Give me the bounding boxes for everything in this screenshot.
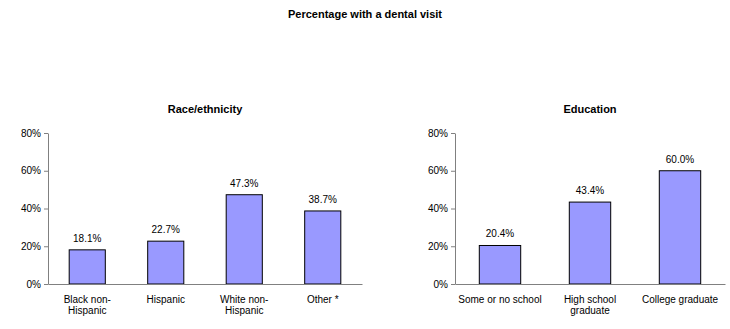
- x-tick-label: Some or no school: [458, 294, 541, 305]
- y-tick-label: 20%: [21, 241, 41, 252]
- y-tick-label: 40%: [21, 203, 41, 214]
- figure: Percentage with a dental visit Race/ethni…: [0, 0, 730, 329]
- data-label: 20.4%: [486, 228, 514, 239]
- y-tick-mark: [44, 133, 48, 134]
- x-axis-line: [456, 284, 726, 285]
- y-tick-label: 0%: [27, 279, 42, 290]
- bars: [479, 171, 700, 284]
- y-tick-mark: [451, 284, 455, 285]
- y-tick-label: 80%: [21, 128, 41, 139]
- y-tick-label: 20%: [428, 241, 448, 252]
- data-labels: 20.4% 43.4% 60.0%: [486, 154, 694, 240]
- data-labels: 18.1% 22.7% 47.3% 38.7%: [73, 178, 337, 244]
- bars: [69, 195, 341, 284]
- x-tick-label: College graduate: [642, 294, 719, 305]
- x-tick: Other *: [307, 294, 339, 305]
- y-tick: 80%: [21, 128, 48, 139]
- y-tick-mark: [44, 284, 48, 285]
- y-tick: 40%: [21, 203, 48, 214]
- tick-label-line: White non-: [220, 294, 268, 305]
- y-tick-mark: [451, 209, 455, 210]
- y-tick-mark: [451, 171, 455, 172]
- y-tick-mark: [451, 133, 455, 134]
- y-tick: 80%: [428, 128, 455, 139]
- x-tick: Black non-Hispanic: [64, 294, 111, 316]
- x-axis: Black non-HispanicHispanicWhite non-Hisp…: [49, 285, 363, 317]
- y-tick-label: 40%: [428, 203, 448, 214]
- y-axis: 0% 20% 40% 60% 80%: [428, 128, 456, 290]
- bar: [305, 211, 341, 284]
- tick-label-line: graduate: [570, 305, 610, 316]
- y-tick-label: 60%: [428, 165, 448, 176]
- bar: [569, 202, 610, 284]
- y-axis-line: [48, 134, 49, 285]
- y-tick-label: 80%: [428, 128, 448, 139]
- x-tick-label: White non-Hispanic: [220, 294, 268, 316]
- bar: [479, 245, 520, 284]
- data-label: 22.7%: [152, 224, 180, 235]
- y-tick: 20%: [21, 241, 48, 252]
- y-tick-mark: [44, 209, 48, 210]
- y-tick-label: 60%: [21, 165, 41, 176]
- x-tick: White non-Hispanic: [220, 294, 268, 316]
- y-tick: 60%: [428, 165, 455, 176]
- tick-label-line: Black non-: [64, 294, 111, 305]
- figure-title: Percentage with a dental visit: [288, 8, 442, 20]
- x-tick-label: Other *: [307, 294, 339, 305]
- tick-label-line: Other *: [307, 294, 339, 305]
- x-tick-label: Hispanic: [147, 294, 185, 305]
- y-axis-line: [455, 134, 456, 285]
- x-tick-label: High schoolgraduate: [564, 294, 616, 316]
- bar: [226, 195, 262, 284]
- y-tick: 0%: [434, 279, 455, 290]
- bar: [69, 250, 105, 284]
- chart-title: Race/ethnicity: [168, 103, 243, 115]
- tick-label-line: Hispanic: [68, 305, 106, 316]
- data-label: 60.0%: [666, 154, 694, 165]
- data-label: 18.1%: [73, 233, 101, 244]
- x-axis-line: [49, 284, 363, 285]
- data-label: 38.7%: [309, 194, 337, 205]
- data-label: 47.3%: [230, 178, 258, 189]
- bar: [659, 171, 700, 284]
- y-tick-label: 0%: [434, 279, 449, 290]
- x-tick-label: Black non-Hispanic: [64, 294, 111, 316]
- tick-label-line: College graduate: [642, 294, 719, 305]
- x-tick: Hispanic: [147, 294, 185, 305]
- data-label: 43.4%: [576, 185, 604, 196]
- tick-label-line: Some or no school: [458, 294, 541, 305]
- chart: Race/ethnicity0%20%40%60%80%Black non-Hi…: [21, 103, 363, 316]
- chart: Education 0% 20% 40% 60% 80% Some or no school…: [428, 103, 726, 316]
- y-tick: 60%: [21, 165, 48, 176]
- y-tick-mark: [451, 246, 455, 247]
- y-tick-mark: [44, 246, 48, 247]
- y-tick: 20%: [428, 241, 455, 252]
- tick-label-line: High school: [564, 294, 616, 305]
- x-tick: College graduate: [642, 294, 719, 305]
- x-tick: High schoolgraduate: [564, 294, 616, 316]
- x-tick: Some or no school: [458, 294, 541, 305]
- x-axis: Some or no school High schoolgraduate Coll…: [456, 285, 726, 317]
- y-axis: 0% 20% 40% 60% 80%: [21, 128, 49, 290]
- tick-label-line: Hispanic: [225, 305, 263, 316]
- y-tick: 0%: [27, 279, 48, 290]
- y-tick-mark: [44, 171, 48, 172]
- tick-label-line: Hispanic: [147, 294, 185, 305]
- chart-title: Education: [563, 103, 616, 115]
- y-tick: 40%: [428, 203, 455, 214]
- bar: [148, 241, 184, 284]
